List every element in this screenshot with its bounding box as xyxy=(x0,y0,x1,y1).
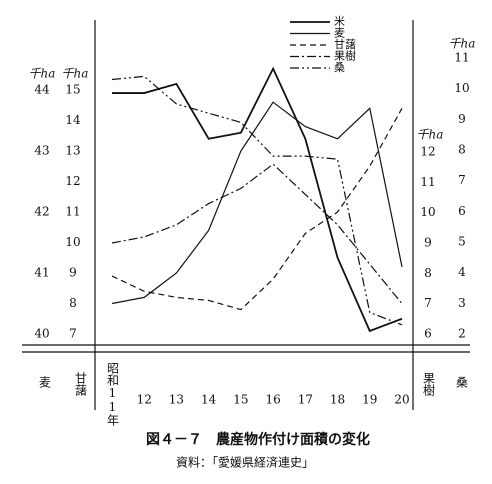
x-tick-label: 17 xyxy=(298,393,313,407)
source: 資料：「愛媛県経済連史」 xyxy=(176,455,314,470)
y-tick-label: 9 xyxy=(69,266,77,280)
y-tick-label: 12 xyxy=(65,174,80,188)
axis-name: 桑 xyxy=(456,376,468,390)
legend-label: 桑 xyxy=(334,61,345,74)
x-tick-label: 19 xyxy=(362,393,377,407)
series-line xyxy=(111,163,403,305)
y-tick-label: 6 xyxy=(458,204,466,218)
y-tick-label: 42 xyxy=(34,205,49,219)
y-tick-label: 2 xyxy=(458,327,466,341)
y-tick-label: 6 xyxy=(424,327,432,341)
x-tick-label: 14 xyxy=(201,393,217,407)
y-tick-label: 40 xyxy=(34,327,49,341)
y-tick-label: 8 xyxy=(69,296,77,310)
y-tick-label: 7 xyxy=(458,173,466,187)
y-tick-label: 3 xyxy=(458,296,466,310)
y-tick-label: 5 xyxy=(458,235,466,249)
series-line xyxy=(111,101,403,305)
y-tick-label: 10 xyxy=(65,235,80,249)
y-tick-label: 12 xyxy=(420,145,435,159)
y-tick-label: 10 xyxy=(420,205,435,219)
axis-name: 麦 xyxy=(39,376,51,390)
x-tick-label: 昭和11年 xyxy=(106,362,120,426)
x-tick-label: 20 xyxy=(394,393,409,407)
series-line xyxy=(112,66,403,333)
axis-name: 甘藷 xyxy=(74,372,88,397)
axis-unit: 千ha xyxy=(449,37,476,51)
axis-unit: 千ha xyxy=(417,128,444,142)
series-line xyxy=(111,75,403,326)
y-tick-label: 9 xyxy=(424,236,432,250)
x-tick-label: 16 xyxy=(265,393,280,407)
chart-title: 図４－７ 農産物作付け面積の変化 xyxy=(146,431,370,448)
y-tick-label: 14 xyxy=(65,113,81,127)
y-tick-label: 41 xyxy=(34,266,49,280)
y-tick-label: 4 xyxy=(458,265,466,279)
y-tick-label: 7 xyxy=(424,296,432,310)
y-tick-label: 11 xyxy=(65,205,80,219)
y-tick-label: 44 xyxy=(34,83,50,97)
y-tick-label: 9 xyxy=(458,112,466,126)
legend-label: 麦 xyxy=(334,27,345,40)
x-tick-label: 18 xyxy=(330,393,345,407)
series-line xyxy=(111,108,403,311)
y-tick-label: 8 xyxy=(424,266,432,280)
y-tick-label: 8 xyxy=(458,143,466,157)
x-tick-label: 15 xyxy=(233,393,248,407)
y-tick-label: 11 xyxy=(454,51,469,65)
axis-unit: 千ha xyxy=(29,67,56,81)
legend-label: 米 xyxy=(334,15,345,28)
axis-name: 果樹 xyxy=(422,372,436,396)
y-tick-label: 7 xyxy=(69,327,77,341)
y-tick-label: 43 xyxy=(34,144,49,158)
legend-label: 果樹 xyxy=(334,50,356,63)
y-tick-label: 15 xyxy=(65,83,80,97)
legend-label: 甘藷 xyxy=(334,37,356,51)
axis-unit: 千ha xyxy=(62,67,89,81)
x-tick-label: 13 xyxy=(169,393,184,407)
x-tick-label: 12 xyxy=(137,393,152,407)
y-tick-label: 11 xyxy=(420,175,435,189)
y-tick-label: 13 xyxy=(65,144,80,158)
y-tick-label: 10 xyxy=(454,81,469,95)
